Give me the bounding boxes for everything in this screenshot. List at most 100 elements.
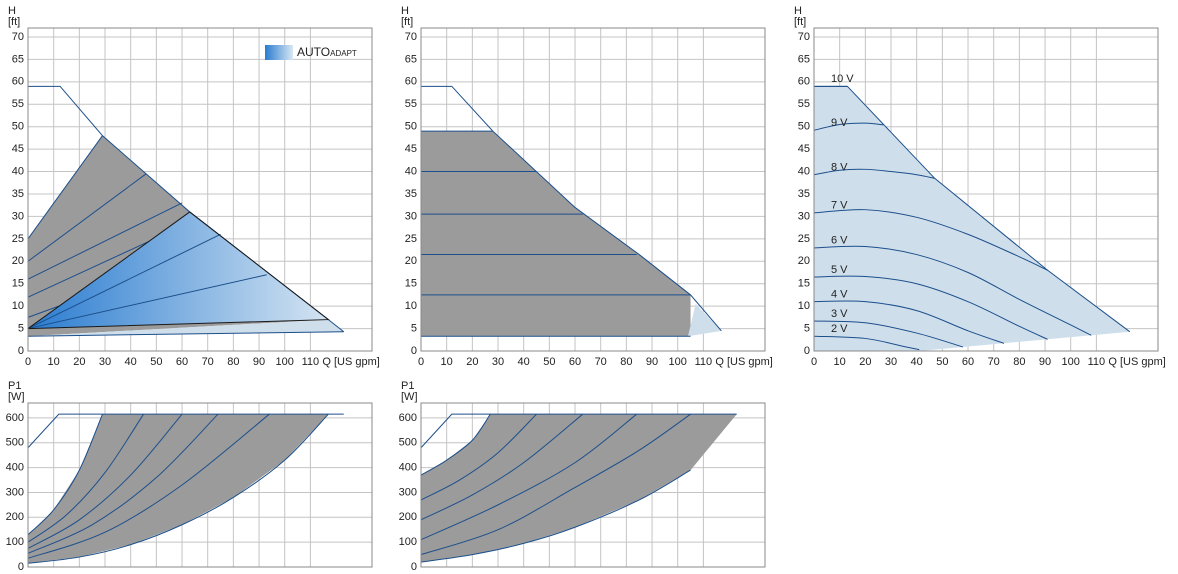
y-tick-label: 65 [405, 53, 417, 65]
curve [420, 413, 691, 556]
curve [27, 274, 267, 330]
curve [27, 413, 103, 536]
y-tick-label: 15 [798, 278, 810, 290]
area [28, 319, 344, 337]
y-tick-label: 5 [411, 322, 417, 334]
y-tick-label: 45 [12, 143, 24, 155]
y-tick-label: 400 [6, 462, 24, 474]
area [687, 303, 722, 337]
x-tick-label: 50 [543, 356, 555, 368]
area [421, 414, 737, 563]
y-tick-label: 10 [798, 300, 810, 312]
y-tick-label: 200 [399, 511, 417, 523]
x-tick-label: 70 [595, 356, 607, 368]
y-tick-label: 300 [399, 486, 417, 498]
x-tick-label: 50 [936, 356, 948, 368]
curve [27, 173, 147, 262]
y-tick-label: 35 [405, 188, 417, 200]
curve-label: 5 V [831, 264, 848, 276]
x-axis-label: Q [US gpm] [1108, 356, 1165, 368]
curve [813, 168, 935, 179]
y-tick-label: 55 [405, 98, 417, 110]
y-tick-label: 55 [798, 98, 810, 110]
x-tick-label: 60 [962, 356, 974, 368]
x-tick-label: 0 [25, 356, 31, 368]
y-tick-label: 0 [804, 345, 810, 357]
x-tick-label: 110 [302, 356, 320, 368]
x-tick-label: 40 [125, 356, 137, 368]
y-tick-label: 0 [18, 345, 24, 357]
y-axis-unit: [ft] [794, 16, 806, 28]
y-axis-unit: [ft] [401, 16, 413, 28]
x-tick-label: 60 [569, 356, 581, 368]
curve [420, 413, 491, 476]
y-tick-label: 40 [405, 165, 417, 177]
curve-label: 4 V [831, 289, 848, 301]
y-tick-label: 65 [12, 53, 24, 65]
curve [27, 413, 144, 543]
plot-frame [420, 402, 766, 568]
x-tick-label: 80 [1013, 356, 1025, 368]
x-tick-label: 30 [492, 356, 504, 368]
y-tick-label: 70 [798, 31, 810, 43]
curve [420, 413, 584, 521]
curve-label: 6 V [831, 235, 848, 247]
y-tick-label: 45 [798, 143, 810, 155]
x-tick-label: 80 [620, 356, 632, 368]
area [28, 414, 329, 564]
y-tick-label: 35 [12, 188, 24, 200]
x-tick-label: 50 [150, 356, 162, 368]
x-tick-label: 20 [859, 356, 871, 368]
y-tick-label: 50 [798, 121, 810, 133]
x-tick-label: 20 [466, 356, 478, 368]
x-tick-label: 110 [1088, 356, 1106, 368]
x-axis-label: Q [US gpm] [715, 356, 772, 368]
y-tick-label: 500 [399, 437, 417, 449]
y-tick-label: 25 [798, 233, 810, 245]
x-tick-label: 70 [988, 356, 1000, 368]
y-tick-label: 20 [12, 255, 24, 267]
y-tick-label: 400 [399, 462, 417, 474]
x-tick-label: 40 [518, 356, 530, 368]
y-tick-label: 65 [798, 53, 810, 65]
x-tick-label: 0 [418, 356, 424, 368]
curve [27, 413, 183, 549]
y-tick-label: 25 [12, 233, 24, 245]
y-tick-label: 10 [405, 300, 417, 312]
curve [813, 320, 964, 348]
curve [27, 331, 344, 337]
y-tick-label: 0 [411, 561, 417, 573]
y-tick-label: 15 [405, 278, 417, 290]
y-tick-label: 0 [411, 345, 417, 357]
plot-frame [420, 27, 766, 352]
curve [813, 275, 1048, 340]
x-tick-label: 90 [253, 356, 265, 368]
y-axis-unit: [ft] [8, 16, 20, 28]
y-tick-label: 45 [405, 143, 417, 155]
y-axis-label: H [794, 5, 802, 17]
y-axis-label: P1 [8, 380, 21, 392]
area [421, 131, 691, 337]
curve-label: 2 V [831, 323, 848, 335]
x-axis-label: Q [US gpm] [322, 356, 379, 368]
y-tick-label: 600 [399, 412, 417, 424]
y-axis-label: P1 [401, 380, 414, 392]
curve [813, 245, 1092, 336]
y-tick-label: 30 [405, 210, 417, 222]
curve [27, 413, 329, 564]
x-tick-label: 10 [834, 356, 846, 368]
curve-label: 9 V [831, 117, 848, 129]
x-tick-label: 90 [1039, 356, 1051, 368]
legend-label-small: ADAPT [330, 49, 357, 58]
y-tick-label: 5 [804, 322, 810, 334]
y-tick-label: 50 [405, 121, 417, 133]
curve [27, 211, 330, 330]
y-tick-label: 0 [18, 561, 24, 573]
y-tick-label: 60 [798, 76, 810, 88]
y-axis-unit: [W] [8, 391, 25, 403]
y-tick-label: 100 [399, 536, 417, 548]
curve [420, 413, 737, 449]
y-tick-label: 30 [798, 210, 810, 222]
